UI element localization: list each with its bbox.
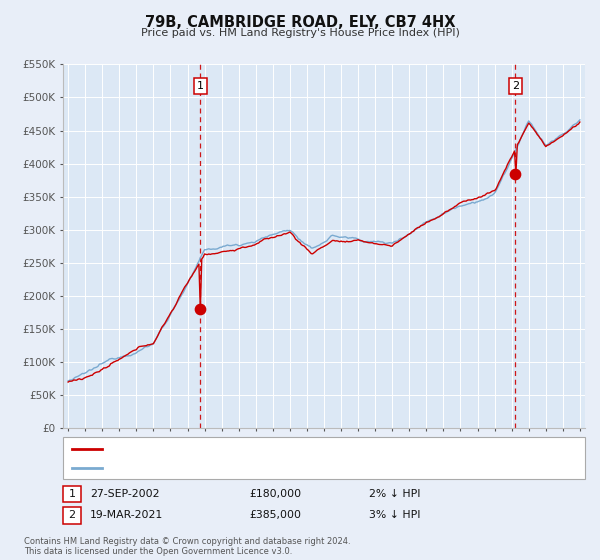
Text: Contains HM Land Registry data © Crown copyright and database right 2024.: Contains HM Land Registry data © Crown c…	[24, 537, 350, 546]
Text: This data is licensed under the Open Government Licence v3.0.: This data is licensed under the Open Gov…	[24, 547, 292, 556]
Text: 79B, CAMBRIDGE ROAD, ELY, CB7 4HX (detached house): 79B, CAMBRIDGE ROAD, ELY, CB7 4HX (detac…	[108, 444, 391, 454]
Text: HPI: Average price, detached house, East Cambridgeshire: HPI: Average price, detached house, East…	[108, 463, 396, 473]
Text: 2: 2	[512, 81, 519, 91]
Text: 1: 1	[68, 489, 76, 499]
Text: £385,000: £385,000	[249, 510, 301, 520]
Text: 19-MAR-2021: 19-MAR-2021	[90, 510, 163, 520]
Text: 2: 2	[68, 510, 76, 520]
Point	[511, 169, 520, 178]
Text: 79B, CAMBRIDGE ROAD, ELY, CB7 4HX: 79B, CAMBRIDGE ROAD, ELY, CB7 4HX	[145, 15, 455, 30]
Text: Price paid vs. HM Land Registry's House Price Index (HPI): Price paid vs. HM Land Registry's House …	[140, 28, 460, 38]
Point	[196, 305, 205, 314]
Text: 27-SEP-2002: 27-SEP-2002	[90, 489, 160, 499]
Text: 2% ↓ HPI: 2% ↓ HPI	[369, 489, 421, 499]
Text: £180,000: £180,000	[249, 489, 301, 499]
Text: 1: 1	[197, 81, 203, 91]
Text: 3% ↓ HPI: 3% ↓ HPI	[369, 510, 421, 520]
